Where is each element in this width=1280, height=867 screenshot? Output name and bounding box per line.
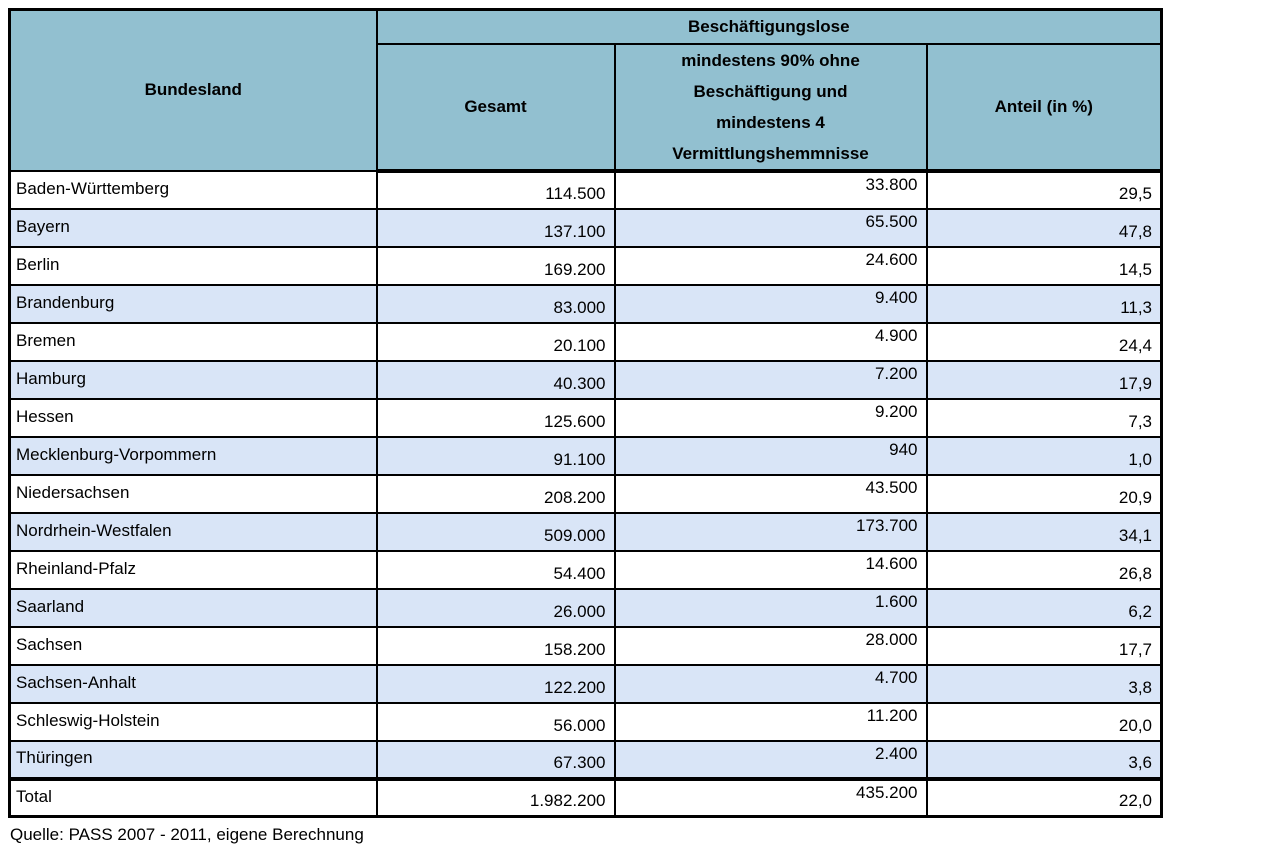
cell-gesamt: 20.100 [375,321,616,362]
cell-min90: 173.700 [613,511,928,552]
cell-anteil: 1,0 [925,435,1163,476]
group-header-row: Bundesland Beschäftigungslose [8,8,1163,172]
cell-gesamt: 83.000 [375,283,616,324]
table-row: Rheinland-Pfalz 54.400 14.600 26,8 [8,549,1163,590]
cell-bundesland: Niedersachsen [8,473,378,514]
cell-anteil: 26,8 [925,549,1163,590]
cell-gesamt: 122.200 [375,663,616,704]
cell-gesamt: 208.200 [375,473,616,514]
cell-bundesland: Baden-Württemberg [8,169,378,210]
table-row: Brandenburg 83.000 9.400 11,3 [8,283,1163,324]
table-row: Sachsen 158.200 28.000 17,7 [8,625,1163,666]
cell-anteil: 6,2 [925,587,1163,628]
cell-min90: 1.600 [613,587,928,628]
cell-gesamt: 1.982.200 [375,776,616,818]
cell-anteil: 7,3 [925,397,1163,438]
cell-gesamt: 169.200 [375,245,616,286]
cell-gesamt: 54.400 [375,549,616,590]
table-row: Thüringen 67.300 2.400 3,6 [8,739,1163,780]
cell-anteil: 17,9 [925,359,1163,400]
total-row: Total 1.982.200 435.200 22,0 [8,776,1163,818]
table-row: Saarland 26.000 1.600 6,2 [8,587,1163,628]
cell-bundesland: Total [8,776,378,818]
header-min90: mindestens 90% ohne Beschäftigung und mi… [613,42,928,173]
table-row: Hessen 125.600 9.200 7,3 [8,397,1163,438]
cell-min90: 9.200 [613,397,928,438]
cell-gesamt: 137.100 [375,207,616,248]
cell-bundesland: Schleswig-Holstein [8,701,378,742]
source-note: Quelle: PASS 2007 - 2011, eigene Berechn… [10,825,364,844]
cell-bundesland: Nordrhein-Westfalen [8,511,378,552]
table-row: Bayern 137.100 65.500 47,8 [8,207,1163,248]
cell-bundesland: Bayern [8,207,378,248]
table-header: Bundesland Beschäftigungslose Gesamt min… [8,8,1163,173]
cell-bundesland: Mecklenburg-Vorpommern [8,435,378,476]
cell-anteil: 34,1 [925,511,1163,552]
cell-gesamt: 509.000 [375,511,616,552]
header-anteil: Anteil (in %) [925,42,1163,173]
header-gesamt: Gesamt [375,42,616,173]
cell-bundesland: Hamburg [8,359,378,400]
cell-min90: 9.400 [613,283,928,324]
cell-min90: 43.500 [613,473,928,514]
cell-min90: 7.200 [613,359,928,400]
cell-min90: 33.800 [613,169,928,210]
cell-min90: 4.700 [613,663,928,704]
cell-gesamt: 56.000 [375,701,616,742]
cell-gesamt: 114.500 [375,169,616,210]
cell-anteil: 29,5 [925,169,1163,210]
cell-anteil: 14,5 [925,245,1163,286]
table-row: Berlin 169.200 24.600 14,5 [8,245,1163,286]
table-row: Mecklenburg-Vorpommern 91.100 940 1,0 [8,435,1163,476]
cell-min90: 65.500 [613,207,928,248]
cell-bundesland: Bremen [8,321,378,362]
table-row: Hamburg 40.300 7.200 17,9 [8,359,1163,400]
table-row: Baden-Württemberg 114.500 33.800 29,5 [8,169,1163,210]
cell-anteil: 3,6 [925,739,1163,780]
cell-bundesland: Saarland [8,587,378,628]
cell-anteil: 20,0 [925,701,1163,742]
cell-anteil: 20,9 [925,473,1163,514]
cell-min90: 11.200 [613,701,928,742]
table-row: Sachsen-Anhalt 122.200 4.700 3,8 [8,663,1163,704]
cell-bundesland: Brandenburg [8,283,378,324]
header-group-beschaeftigungslose: Beschäftigungslose [375,8,1163,45]
cell-gesamt: 125.600 [375,397,616,438]
table-row: Bremen 20.100 4.900 24,4 [8,321,1163,362]
bundesland-table: Bundesland Beschäftigungslose Gesamt min… [8,8,1164,818]
cell-gesamt: 91.100 [375,435,616,476]
cell-bundesland: Thüringen [8,739,378,780]
cell-anteil: 47,8 [925,207,1163,248]
cell-bundesland: Sachsen-Anhalt [8,663,378,704]
cell-anteil: 22,0 [925,776,1163,818]
cell-bundesland: Rheinland-Pfalz [8,549,378,590]
sub-header-row: Gesamt mindestens 90% ohne Beschäftigung… [10,42,1163,173]
cell-anteil: 17,7 [925,625,1163,666]
table-row: Nordrhein-Westfalen 509.000 173.700 34,1 [8,511,1163,552]
cell-min90: 14.600 [613,549,928,590]
cell-min90: 28.000 [613,625,928,666]
cell-bundesland: Hessen [8,397,378,438]
cell-min90: 4.900 [613,321,928,362]
cell-bundesland: Berlin [8,245,378,286]
cell-min90: 24.600 [613,245,928,286]
cell-gesamt: 158.200 [375,625,616,666]
table-body: Baden-Württemberg 114.500 33.800 29,5 Bayern… [8,169,1163,818]
cell-anteil: 11,3 [925,283,1163,324]
table-row: Niedersachsen 208.200 43.500 20,9 [8,473,1163,514]
cell-min90: 940 [613,435,928,476]
cell-anteil: 3,8 [925,663,1163,704]
table-row: Schleswig-Holstein 56.000 11.200 20,0 [8,701,1163,742]
cell-gesamt: 67.300 [375,739,616,780]
cell-gesamt: 26.000 [375,587,616,628]
cell-min90: 2.400 [613,739,928,780]
cell-gesamt: 40.300 [375,359,616,400]
cell-anteil: 24,4 [925,321,1163,362]
cell-bundesland: Sachsen [8,625,378,666]
cell-min90: 435.200 [613,776,928,818]
header-bundesland: Bundesland [8,8,378,172]
